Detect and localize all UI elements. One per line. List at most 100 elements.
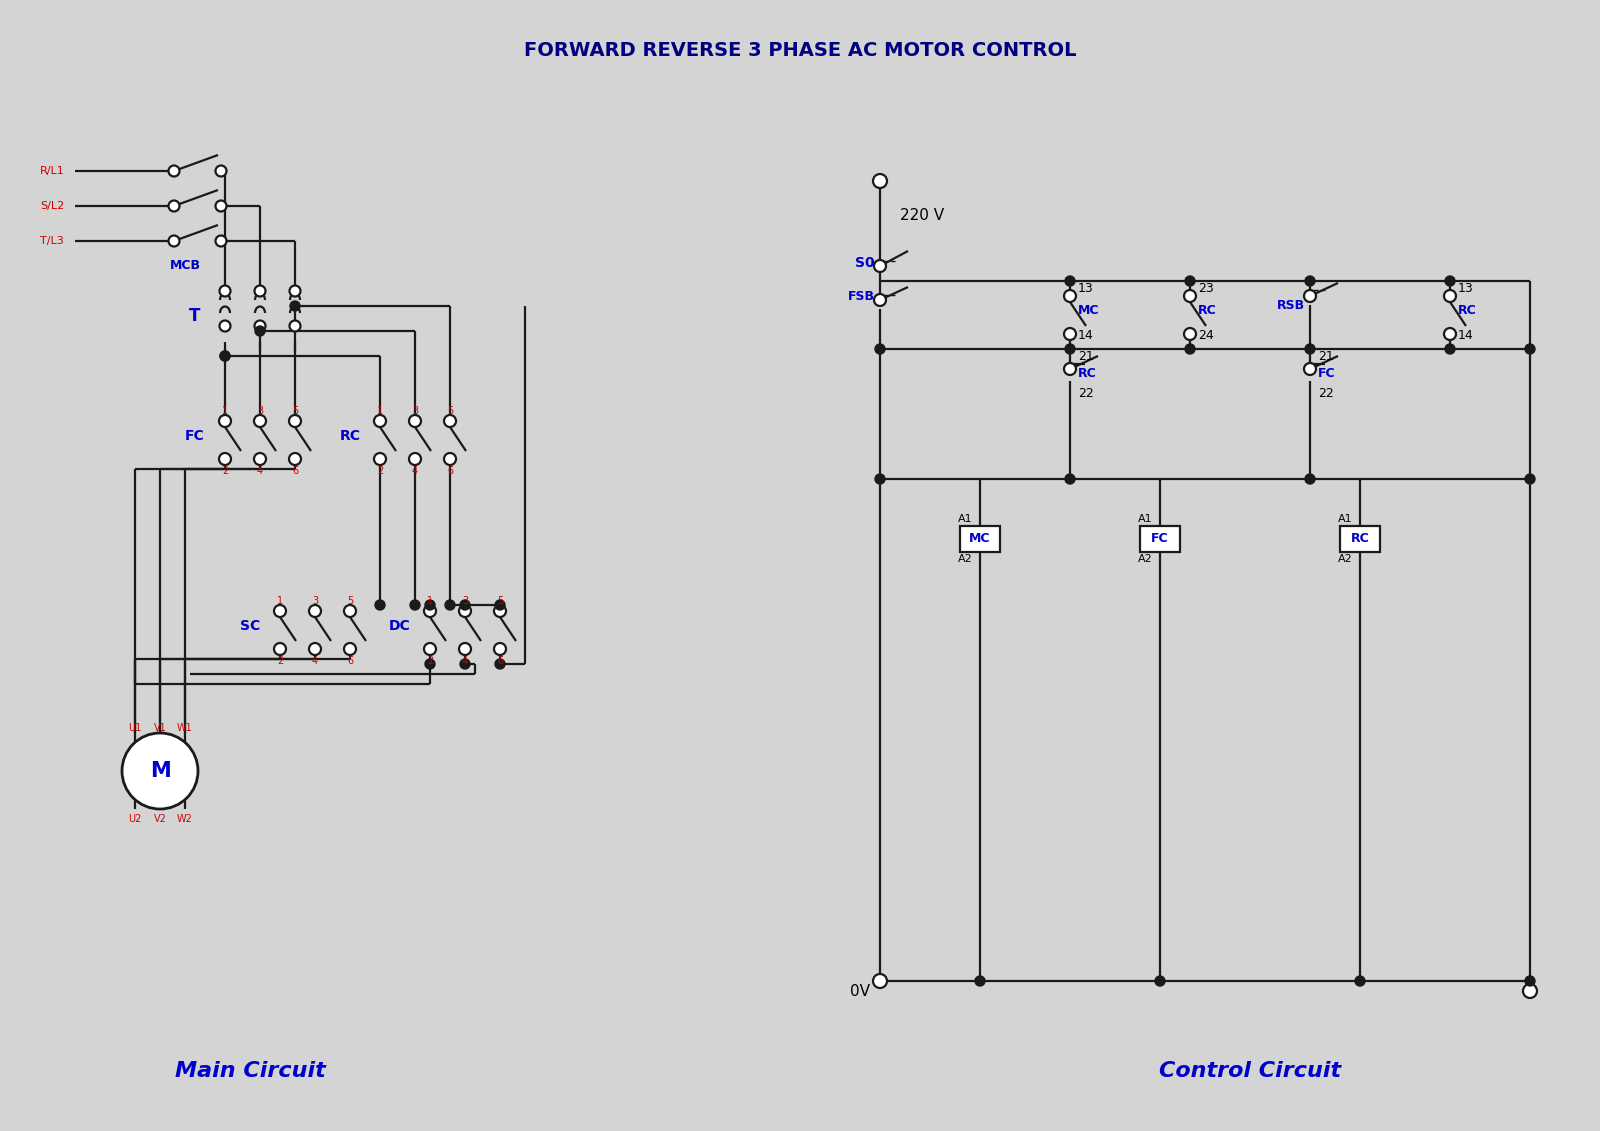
Circle shape — [374, 601, 386, 610]
Circle shape — [459, 644, 470, 655]
Circle shape — [874, 174, 886, 188]
Circle shape — [1304, 290, 1315, 302]
Circle shape — [374, 454, 386, 465]
Text: 1: 1 — [277, 596, 283, 606]
Circle shape — [254, 320, 266, 331]
Circle shape — [410, 601, 419, 610]
FancyBboxPatch shape — [1139, 526, 1181, 552]
Circle shape — [875, 474, 885, 484]
Circle shape — [410, 454, 421, 465]
Text: 0V: 0V — [850, 984, 870, 999]
Circle shape — [1184, 328, 1197, 340]
Circle shape — [1066, 344, 1075, 354]
Text: S/L2: S/L2 — [40, 201, 64, 211]
FancyBboxPatch shape — [960, 526, 1000, 552]
Text: 1: 1 — [378, 406, 382, 416]
Text: 1: 1 — [222, 406, 229, 416]
Circle shape — [1525, 474, 1534, 484]
Circle shape — [1306, 474, 1315, 484]
Circle shape — [309, 605, 322, 618]
Circle shape — [344, 644, 355, 655]
Circle shape — [290, 285, 301, 296]
Circle shape — [874, 974, 886, 988]
Circle shape — [426, 601, 435, 610]
Circle shape — [494, 601, 506, 610]
Text: 1: 1 — [427, 596, 434, 606]
Text: 3: 3 — [312, 596, 318, 606]
Circle shape — [1443, 290, 1456, 302]
Circle shape — [974, 976, 986, 986]
Text: R/L1: R/L1 — [40, 166, 64, 176]
Text: RC: RC — [1458, 304, 1477, 318]
Circle shape — [1064, 290, 1075, 302]
Circle shape — [874, 294, 886, 307]
Text: 4: 4 — [411, 466, 418, 476]
Text: 2: 2 — [378, 466, 382, 476]
Circle shape — [424, 605, 435, 618]
Circle shape — [1355, 976, 1365, 986]
Circle shape — [1066, 276, 1075, 286]
Text: 3: 3 — [411, 406, 418, 416]
Text: W2: W2 — [178, 814, 194, 824]
Text: Main Circuit: Main Circuit — [174, 1061, 325, 1081]
Text: 220 V: 220 V — [899, 208, 944, 224]
Text: 4: 4 — [312, 656, 318, 666]
Text: MCB: MCB — [170, 259, 200, 273]
Text: 6: 6 — [347, 656, 354, 666]
Circle shape — [875, 344, 885, 354]
Text: 23: 23 — [1198, 283, 1214, 295]
Circle shape — [274, 644, 286, 655]
Circle shape — [290, 454, 301, 465]
Text: T/L3: T/L3 — [40, 236, 64, 247]
Text: M: M — [150, 761, 170, 782]
Text: 5: 5 — [291, 406, 298, 416]
Text: 6: 6 — [446, 466, 453, 476]
Circle shape — [424, 644, 435, 655]
Text: MC: MC — [1078, 304, 1099, 318]
Circle shape — [168, 235, 179, 247]
Circle shape — [1186, 276, 1195, 286]
Circle shape — [221, 351, 230, 361]
Circle shape — [1306, 276, 1315, 286]
Circle shape — [1445, 276, 1454, 286]
Circle shape — [221, 351, 230, 361]
Text: FSB: FSB — [848, 291, 875, 303]
Text: 2: 2 — [222, 466, 229, 476]
Text: 13: 13 — [1078, 283, 1094, 295]
Circle shape — [254, 415, 266, 428]
Text: FC: FC — [1150, 533, 1170, 545]
Text: DC: DC — [389, 619, 411, 633]
Text: 2: 2 — [277, 656, 283, 666]
Circle shape — [874, 260, 886, 271]
Circle shape — [290, 415, 301, 428]
Text: 6: 6 — [291, 466, 298, 476]
Circle shape — [1155, 976, 1165, 986]
Circle shape — [494, 644, 506, 655]
Circle shape — [374, 415, 386, 428]
Circle shape — [254, 454, 266, 465]
Text: RC: RC — [1198, 304, 1216, 318]
Circle shape — [1066, 474, 1075, 484]
Text: 14: 14 — [1078, 329, 1094, 343]
Circle shape — [459, 605, 470, 618]
Circle shape — [1184, 290, 1197, 302]
Circle shape — [254, 326, 266, 336]
Circle shape — [290, 301, 301, 311]
Text: V2: V2 — [154, 814, 166, 824]
Circle shape — [219, 415, 230, 428]
Circle shape — [461, 659, 470, 670]
Text: W1: W1 — [178, 723, 194, 733]
Text: A1: A1 — [958, 513, 973, 524]
Circle shape — [344, 605, 355, 618]
Text: T: T — [189, 307, 200, 325]
Text: 13: 13 — [1458, 283, 1474, 295]
Text: S0: S0 — [856, 256, 875, 270]
Circle shape — [219, 320, 230, 331]
Text: A2: A2 — [958, 554, 973, 564]
Text: RC: RC — [1350, 533, 1370, 545]
Text: 6: 6 — [498, 656, 502, 666]
Circle shape — [1445, 344, 1454, 354]
Text: 5: 5 — [347, 596, 354, 606]
Text: A2: A2 — [1138, 554, 1152, 564]
Circle shape — [216, 200, 227, 211]
